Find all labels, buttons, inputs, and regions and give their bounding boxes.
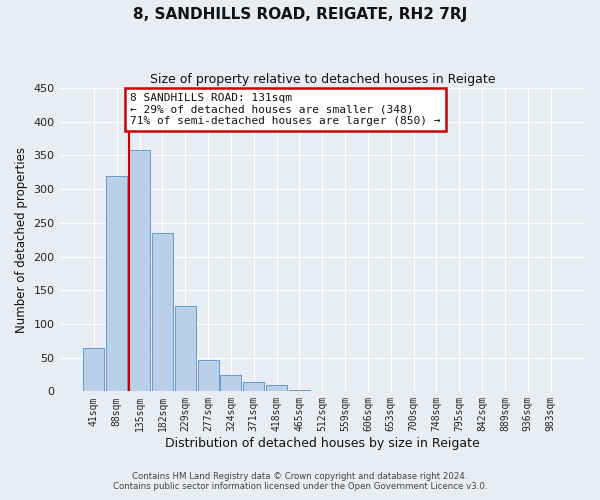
Bar [106,176,127,392]
Text: Contains HM Land Registry data © Crown copyright and database right 2024.
Contai: Contains HM Land Registry data © Crown c… [113,472,487,491]
X-axis label: Distribution of detached houses by size in Reigate: Distribution of detached houses by size … [165,437,479,450]
Bar [220,375,241,392]
Bar [243,382,264,392]
Bar [289,390,310,392]
Bar [129,150,150,392]
Bar [266,384,287,392]
Bar [426,390,447,392]
Bar [517,390,538,392]
Bar [197,360,218,392]
Bar [83,348,104,392]
Bar [175,306,196,392]
Bar [540,390,561,392]
Title: Size of property relative to detached houses in Reigate: Size of property relative to detached ho… [149,72,495,86]
Bar [152,233,173,392]
Text: 8 SANDHILLS ROAD: 131sqm
← 29% of detached houses are smaller (348)
71% of semi-: 8 SANDHILLS ROAD: 131sqm ← 29% of detach… [130,93,441,126]
Text: 8, SANDHILLS ROAD, REIGATE, RH2 7RJ: 8, SANDHILLS ROAD, REIGATE, RH2 7RJ [133,8,467,22]
Y-axis label: Number of detached properties: Number of detached properties [15,146,28,332]
